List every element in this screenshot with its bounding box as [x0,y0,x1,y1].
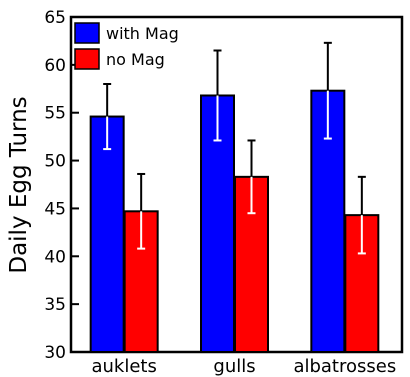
y-tick-label: 55 [44,104,66,124]
y-tick-label: 40 [44,247,66,267]
y-tick-label: 50 [44,152,66,172]
bar-with-mag-auklets [89,115,125,353]
bar-no-mag-albatrosses [344,214,380,353]
y-tick-label: 45 [44,199,66,219]
legend-swatch [74,48,100,70]
legend-label: no Mag [106,50,165,69]
y-axis-label: Daily Egg Turns [6,96,32,273]
x-axis: auklets gulls albatrosses [91,345,396,377]
y-tick-label: 35 [44,295,66,315]
bars-layer [89,89,380,353]
y-tick-label: 65 [44,8,66,28]
legend: with Mag no Mag [74,22,179,70]
error-bars-layer [103,41,366,255]
y-tick-label: 30 [44,343,66,363]
legend-swatch [74,22,100,44]
x-tick-label: gulls [213,356,255,377]
x-tick-label: albatrosses [293,356,396,377]
legend-label: with Mag [106,24,179,43]
x-tick-label: auklets [91,356,156,377]
y-axis: 30 35 40 45 50 55 60 65 [44,8,79,363]
y-tick-label: 60 [44,56,66,76]
